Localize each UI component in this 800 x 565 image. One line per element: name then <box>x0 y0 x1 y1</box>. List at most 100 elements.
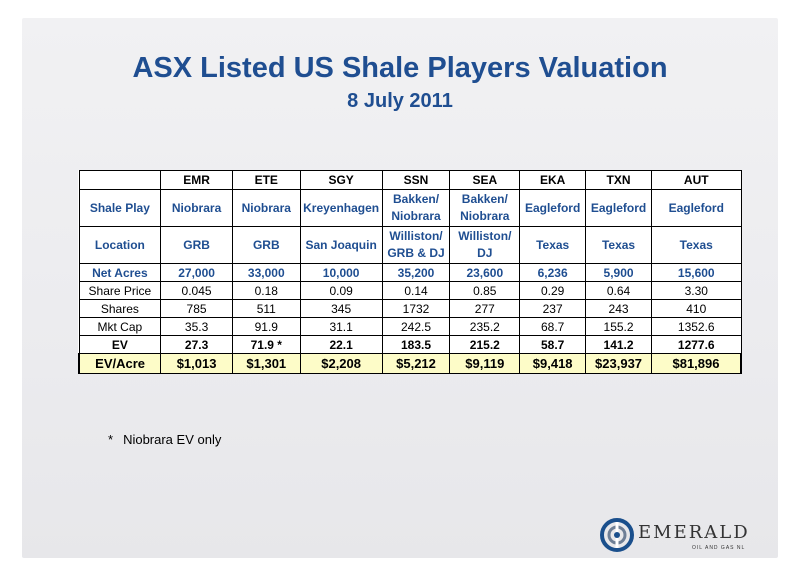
table-cell: 58.7 <box>519 335 587 354</box>
table-cell: 0.29 <box>519 281 587 300</box>
footnote: * Niobrara EV only <box>108 432 221 447</box>
table-cell: 6,236 <box>519 263 587 282</box>
header-cell: ETE <box>231 170 301 190</box>
row-label: Share Price <box>78 281 162 300</box>
table-cell: $81,896 <box>650 353 742 374</box>
table-cell: 785 <box>160 299 233 318</box>
table-cell: 511 <box>231 299 301 318</box>
table-cell: Williston/ GRB & DJ <box>381 226 451 264</box>
header-cell: SEA <box>449 170 521 190</box>
table-cell: 242.5 <box>381 317 451 336</box>
table-cell: 410 <box>650 299 742 318</box>
table-cell: 22.1 <box>299 335 383 354</box>
table-cell: 237 <box>519 299 587 318</box>
table-row-shale-play: Shale Play Niobrara Niobrara Kreyenhagen… <box>78 189 742 227</box>
table-cell: Texas <box>519 226 587 264</box>
row-label: Shares <box>78 299 162 318</box>
table-cell: 345 <box>299 299 383 318</box>
table-cell: 23,600 <box>449 263 521 282</box>
logo-subtext: OIL AND GAS NL <box>692 545 746 551</box>
table-cell: Williston/ DJ <box>449 226 521 264</box>
table-row-location: Location GRB GRB San Joaquin Williston/ … <box>78 226 742 264</box>
table-cell: 1732 <box>381 299 451 318</box>
table-cell: 35.3 <box>160 317 233 336</box>
table-cell: 3.30 <box>650 281 742 300</box>
footnote-marker: * <box>108 432 114 447</box>
footnote-text: Niobrara EV only <box>123 432 222 447</box>
table-cell: 15,600 <box>650 263 742 282</box>
header-cell: SSN <box>381 170 451 190</box>
table-header-row: EMR ETE SGY SSN SEA EKA TXN AUT <box>78 170 742 190</box>
table-cell: $1,013 <box>160 353 233 374</box>
table-cell: $9,119 <box>449 353 521 374</box>
table-cell: Texas <box>650 226 742 264</box>
page-subtitle: 8 July 2011 <box>347 90 453 112</box>
table-cell: Eagleford <box>585 189 652 227</box>
table-cell: 243 <box>585 299 652 318</box>
table-cell: 235.2 <box>449 317 521 336</box>
valuation-table: EMR ETE SGY SSN SEA EKA TXN AUT Shale Pl… <box>78 170 742 374</box>
logo-wordmark: EMERALD <box>638 522 750 543</box>
table-cell: $5,212 <box>381 353 451 374</box>
row-label: Shale Play <box>78 189 162 227</box>
table-cell: Niobrara <box>160 189 233 227</box>
table-cell: 141.2 <box>585 335 652 354</box>
table-cell: Niobrara <box>231 189 301 227</box>
table-cell: 10,000 <box>299 263 383 282</box>
table-cell: 0.64 <box>585 281 652 300</box>
table-cell: 277 <box>449 299 521 318</box>
header-cell: TXN <box>585 170 652 190</box>
row-label: Location <box>78 226 162 264</box>
table-cell: 0.045 <box>160 281 233 300</box>
table-cell: Eagleford <box>650 189 742 227</box>
table-cell: 183.5 <box>381 335 451 354</box>
table-cell: GRB <box>160 226 233 264</box>
table-cell: Eagleford <box>519 189 587 227</box>
table-cell: 35,200 <box>381 263 451 282</box>
table-cell: GRB <box>231 226 301 264</box>
company-logo: EMERALD OIL AND GAS NL <box>600 518 750 554</box>
table-cell: 27,000 <box>160 263 233 282</box>
table-row-share-price: Share Price 0.045 0.18 0.09 0.14 0.85 0.… <box>78 281 742 300</box>
table-cell: Kreyenhagen <box>299 189 383 227</box>
table-cell: $23,937 <box>585 353 652 374</box>
table-cell: San Joaquin <box>299 226 383 264</box>
table-row-ev: EV 27.3 71.9 * 22.1 183.5 215.2 58.7 141… <box>78 335 742 354</box>
table-cell: 0.18 <box>231 281 301 300</box>
table-cell: Bakken/ Niobrara <box>449 189 521 227</box>
table-cell: $2,208 <box>299 353 383 374</box>
table-cell: 155.2 <box>585 317 652 336</box>
table-cell: $9,418 <box>519 353 587 374</box>
table-cell: 1352.6 <box>650 317 742 336</box>
table-cell: 0.09 <box>299 281 383 300</box>
table-cell: 91.9 <box>231 317 301 336</box>
row-label: Mkt Cap <box>78 317 162 336</box>
page-title: ASX Listed US Shale Players Valuation <box>132 52 668 84</box>
table-cell: 0.85 <box>449 281 521 300</box>
table-cell: 31.1 <box>299 317 383 336</box>
table-cell: $1,301 <box>231 353 301 374</box>
table-cell: 68.7 <box>519 317 587 336</box>
table-cell: 0.14 <box>381 281 451 300</box>
row-label: Net Acres <box>78 263 162 282</box>
table-cell: Bakken/ Niobrara <box>381 189 451 227</box>
table-row-net-acres: Net Acres 27,000 33,000 10,000 35,200 23… <box>78 263 742 282</box>
table-row-shares: Shares 785 511 345 1732 277 237 243 410 <box>78 299 742 318</box>
header-cell: EKA <box>519 170 587 190</box>
table-cell: 215.2 <box>449 335 521 354</box>
row-label: EV <box>78 335 162 354</box>
header-cell: AUT <box>650 170 742 190</box>
table-cell: 5,900 <box>585 263 652 282</box>
table-row-ev-acre: EV/Acre $1,013 $1,301 $2,208 $5,212 $9,1… <box>78 353 742 374</box>
row-label: EV/Acre <box>78 353 162 374</box>
header-cell: SGY <box>299 170 383 190</box>
table-cell: 71.9 * <box>231 335 301 354</box>
header-cell: EMR <box>160 170 233 190</box>
table-cell: 33,000 <box>231 263 301 282</box>
emerald-logo-icon <box>600 518 634 552</box>
header-cell <box>78 170 162 190</box>
table-cell: 27.3 <box>160 335 233 354</box>
table-cell: 1277.6 <box>650 335 742 354</box>
table-cell: Texas <box>585 226 652 264</box>
table-row-mkt-cap: Mkt Cap 35.3 91.9 31.1 242.5 235.2 68.7 … <box>78 317 742 336</box>
